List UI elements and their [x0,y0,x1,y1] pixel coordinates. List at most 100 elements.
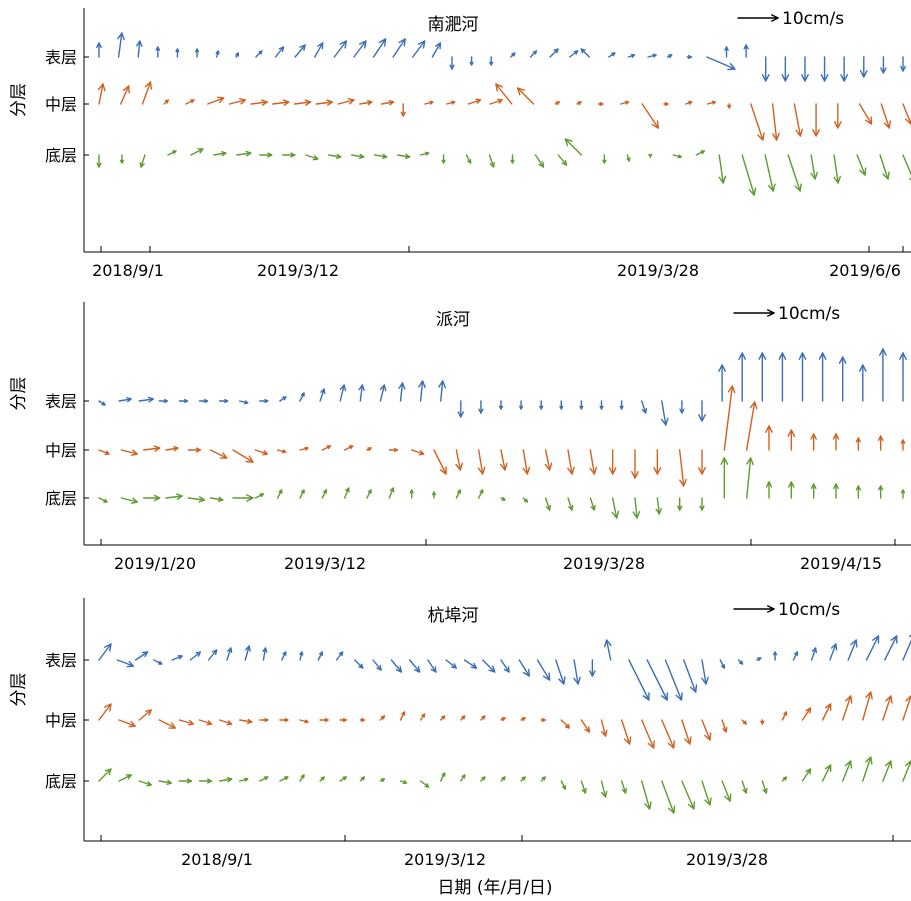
vector-arrow [274,46,285,58]
vector-arrow [337,98,355,105]
vector-arrow [724,46,729,58]
vector-arrow [259,776,269,782]
vector-arrow [544,449,553,471]
vector-arrow [878,485,884,499]
x-tick-label: 2019/4/15 [800,554,882,573]
vector-arrow [175,48,180,58]
vector-arrow [781,776,788,782]
vector-arrow [440,772,446,782]
y-tick-label: 底层 [45,772,77,791]
vector-arrow [495,83,513,105]
y-axis-label: 分层 [9,377,29,411]
vector-arrow [412,40,426,58]
vector-arrow [810,433,817,451]
vector-arrow [465,154,472,164]
vector-arrow [519,400,524,410]
vector-arrow [741,719,747,725]
vector-arrow [661,780,676,814]
vector-arrow [723,385,736,451]
vector-arrow [632,497,641,519]
vector-arrow [232,494,254,502]
vector-arrow [589,449,598,475]
vector-arrow [398,382,406,402]
vector-arrow [187,496,206,503]
vector-arrow [793,103,804,137]
vector-arrow [745,401,758,451]
vector-arrow [540,776,546,782]
vector-arrow [555,659,566,685]
vector-arrow [97,83,106,105]
vector-arrow [353,40,367,58]
vector-arrow [660,400,669,426]
vector-arrow [663,101,669,107]
vector-arrow [139,154,146,168]
y-axis-label: 分层 [9,83,29,117]
vector-arrow [884,635,898,661]
vector-arrow [549,48,559,58]
vector-arrow [206,96,225,105]
scale-arrow [733,309,775,317]
vector-arrow [262,647,268,661]
vector-arrow [254,449,269,456]
vector-arrow [701,659,709,685]
vector-arrow [765,425,773,451]
vector-arrow [641,780,652,810]
vector-arrow [328,153,342,159]
vector-arrow [282,152,296,158]
vector-arrow [499,449,508,471]
vector-arrow [698,449,706,475]
vector-arrow [299,446,309,451]
vector-arrow [564,138,583,156]
vector-arrow [500,496,506,501]
x-tick-label: 2019/3/28 [617,261,699,280]
vector-arrow [366,447,372,452]
vector-arrow [738,352,747,402]
vector-arrow [281,651,287,661]
vector-arrow [801,768,812,782]
vector-arrow [567,449,575,475]
vector-arrow [619,100,630,105]
vector-arrow [608,52,616,58]
x-axis-label: 日期 (年/月/日) [437,878,552,898]
vector-arrow [773,651,778,661]
vector-arrow [902,760,911,782]
vector-arrow [685,100,693,105]
vector-arrow [877,435,884,451]
vector-arrow [419,780,430,788]
vector-arrow [259,152,273,158]
vector-arrow [641,103,659,129]
y-tick-label: 中层 [45,95,77,114]
vector-arrow [840,56,849,82]
vector-arrow [408,659,421,673]
vector-arrow [560,780,567,790]
vector-arrow [856,154,867,176]
vector-arrow [299,651,304,661]
vector-arrow [165,493,183,500]
vector-arrow [862,691,873,721]
vector-arrow [516,87,535,105]
vector-arrow [859,56,868,78]
vector-arrow [272,99,290,106]
vector-arrow [655,497,662,515]
vector-arrow [810,483,817,499]
vector-arrow [812,103,820,137]
vector-arrow [142,445,161,452]
vector-arrow [902,154,911,181]
vector-arrow [900,56,906,72]
vector-arrow [379,715,386,721]
vector-arrow [902,103,911,125]
vector-arrow [842,695,853,721]
vector-arrow [880,103,892,129]
vector-arrow [580,48,590,58]
series-bottom [98,756,911,814]
vector-arrow [879,154,890,180]
vector-arrow [902,695,911,721]
vector-arrow [343,487,350,499]
vector-arrow [276,449,287,454]
vector-arrow [701,719,712,741]
vector-arrow [198,719,213,726]
vector-arrow [661,719,675,749]
vector-arrow [842,760,853,782]
vector-arrow [98,449,110,456]
vector-arrow [120,449,139,456]
